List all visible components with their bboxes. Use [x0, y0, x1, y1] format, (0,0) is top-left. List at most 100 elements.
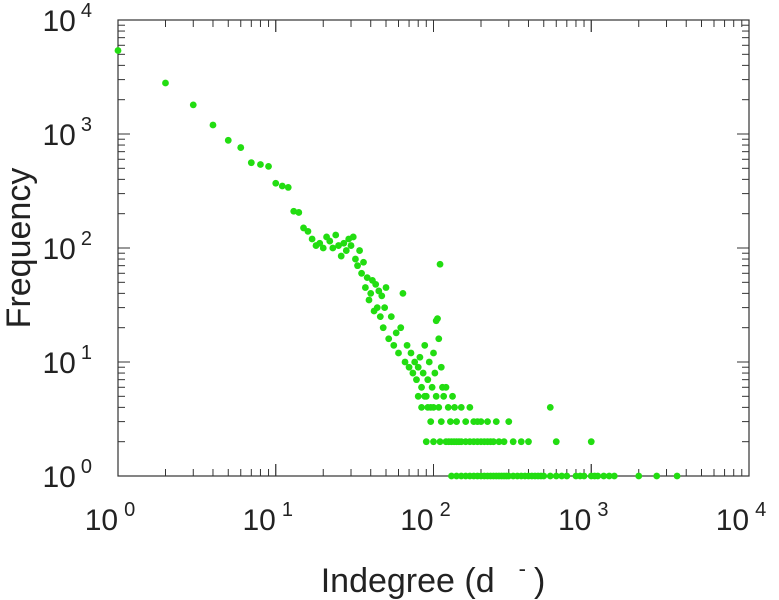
data-point	[580, 472, 588, 480]
data-point	[349, 233, 357, 241]
data-point	[395, 349, 402, 357]
data-point	[295, 209, 303, 216]
data-point	[385, 335, 393, 343]
data-point	[332, 231, 340, 239]
data-point	[431, 369, 439, 377]
data-point	[401, 358, 409, 366]
data-point	[114, 47, 122, 54]
data-point	[594, 472, 602, 480]
data-point	[437, 363, 445, 371]
data-point	[224, 136, 232, 144]
data-point	[517, 438, 525, 446]
data-point	[451, 403, 458, 411]
y-tick-label: 10 4	[43, 0, 93, 38]
data-point	[427, 418, 435, 426]
data-point	[284, 184, 292, 191]
data-point	[162, 79, 169, 87]
data-point	[444, 403, 452, 411]
data-point	[403, 341, 411, 349]
data-point	[434, 315, 441, 323]
data-point	[237, 144, 245, 151]
data-point	[329, 244, 337, 252]
data-point	[422, 438, 430, 446]
data-point	[449, 392, 456, 400]
data-point	[436, 438, 444, 446]
data-point	[418, 403, 425, 411]
data-point	[477, 418, 485, 426]
data-point	[319, 244, 327, 252]
data-point	[397, 324, 405, 332]
data-point	[495, 438, 503, 446]
data-point	[430, 349, 437, 357]
data-point	[414, 363, 422, 371]
data-point	[358, 269, 365, 277]
x-tick-label: 10 0	[85, 499, 136, 537]
data-point	[419, 369, 427, 377]
data-point	[209, 121, 217, 129]
data-point	[414, 392, 422, 400]
data-point	[278, 182, 286, 190]
data-point	[442, 383, 450, 391]
data-point	[492, 418, 500, 426]
data-point	[352, 255, 359, 263]
data-point	[447, 418, 454, 426]
data-point	[308, 235, 316, 243]
data-point	[409, 369, 417, 377]
data-point	[428, 383, 436, 391]
data-point	[381, 304, 389, 312]
data-point	[421, 341, 429, 349]
data-point	[430, 438, 437, 446]
data-point	[416, 353, 424, 361]
data-point	[552, 472, 560, 480]
data-point	[610, 472, 618, 480]
data-point	[673, 472, 681, 480]
data-point	[418, 383, 425, 391]
data-point	[563, 472, 571, 480]
data-point	[525, 438, 532, 446]
x-axis-title-main: Indegree (d	[321, 562, 495, 600]
data-point	[635, 472, 643, 480]
data-point	[189, 101, 197, 109]
data-point	[376, 313, 384, 321]
y-tick-label: 10 2	[43, 228, 93, 266]
x-tick-labels: 10 0 10 1 10 2 10 3 10 4	[85, 499, 767, 537]
data-point	[484, 418, 491, 426]
data-point	[424, 376, 432, 384]
data-point	[361, 284, 369, 291]
y-tick-label: 10 1	[43, 342, 93, 380]
data-point	[316, 239, 324, 247]
data-point	[335, 242, 342, 249]
data-point	[372, 280, 380, 288]
data-point	[425, 358, 433, 366]
data-point	[387, 313, 395, 321]
data-point	[337, 252, 345, 260]
x-axis-title-sup: -	[519, 556, 526, 581]
x-axis-title: Indegree (d -)	[321, 556, 546, 600]
data-point	[462, 418, 470, 426]
data-point	[257, 161, 264, 168]
data-point	[354, 262, 361, 270]
y-tick-label: 10 3	[43, 114, 93, 152]
data-point	[272, 179, 280, 187]
data-point	[466, 403, 474, 411]
data-point	[552, 438, 560, 446]
data-point	[605, 472, 613, 480]
data-point	[413, 376, 420, 384]
data-point	[392, 329, 400, 337]
data-point	[390, 341, 398, 349]
x-tick-label: 10 1	[243, 499, 294, 537]
data-point	[509, 438, 517, 446]
axis-ticks	[117, 19, 750, 477]
data-point	[546, 403, 554, 411]
data-point	[265, 162, 272, 170]
data-point	[505, 418, 513, 426]
data-point	[411, 358, 419, 366]
x-axis-title-close: )	[534, 562, 545, 600]
data-point	[457, 403, 465, 411]
data-point	[405, 363, 413, 371]
data-point	[430, 403, 437, 411]
data-point	[558, 472, 566, 480]
y-tick-label: 10 0	[43, 456, 93, 494]
